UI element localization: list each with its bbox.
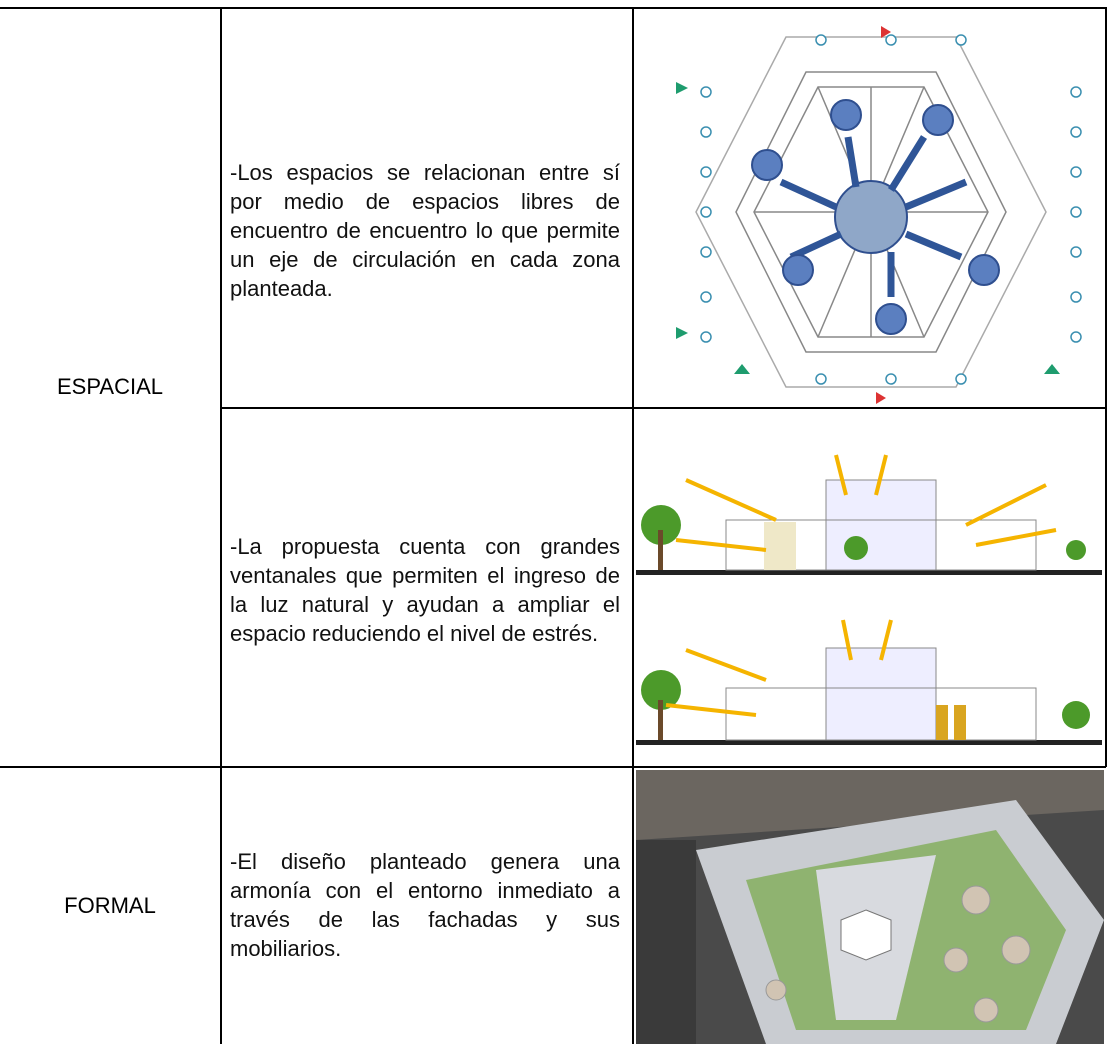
cell: -Los espacios se relacionan entre sí por… <box>230 30 620 430</box>
border <box>1105 7 1107 767</box>
cell: -El diseño planteado genera una armonía … <box>230 770 620 1040</box>
cell-text: -El diseño planteado genera una armonía … <box>230 849 620 961</box>
cell: -La propuesta cuenta con grandes ventana… <box>230 420 620 760</box>
border <box>0 7 1106 9</box>
border <box>220 7 222 1044</box>
border <box>632 7 634 1044</box>
category: ESPACIAL <box>57 374 163 399</box>
section-images <box>636 454 1102 745</box>
border <box>220 407 1106 409</box>
cell-text: -La propuesta cuenta con grandes ventana… <box>230 534 620 646</box>
category: FORMAL <box>64 892 156 918</box>
cell-text: -Los espacios se relacionan entre sí por… <box>230 159 620 301</box>
border <box>0 766 1106 768</box>
aerial-render-image <box>636 770 1104 1044</box>
floor-plan-image <box>676 26 1082 404</box>
